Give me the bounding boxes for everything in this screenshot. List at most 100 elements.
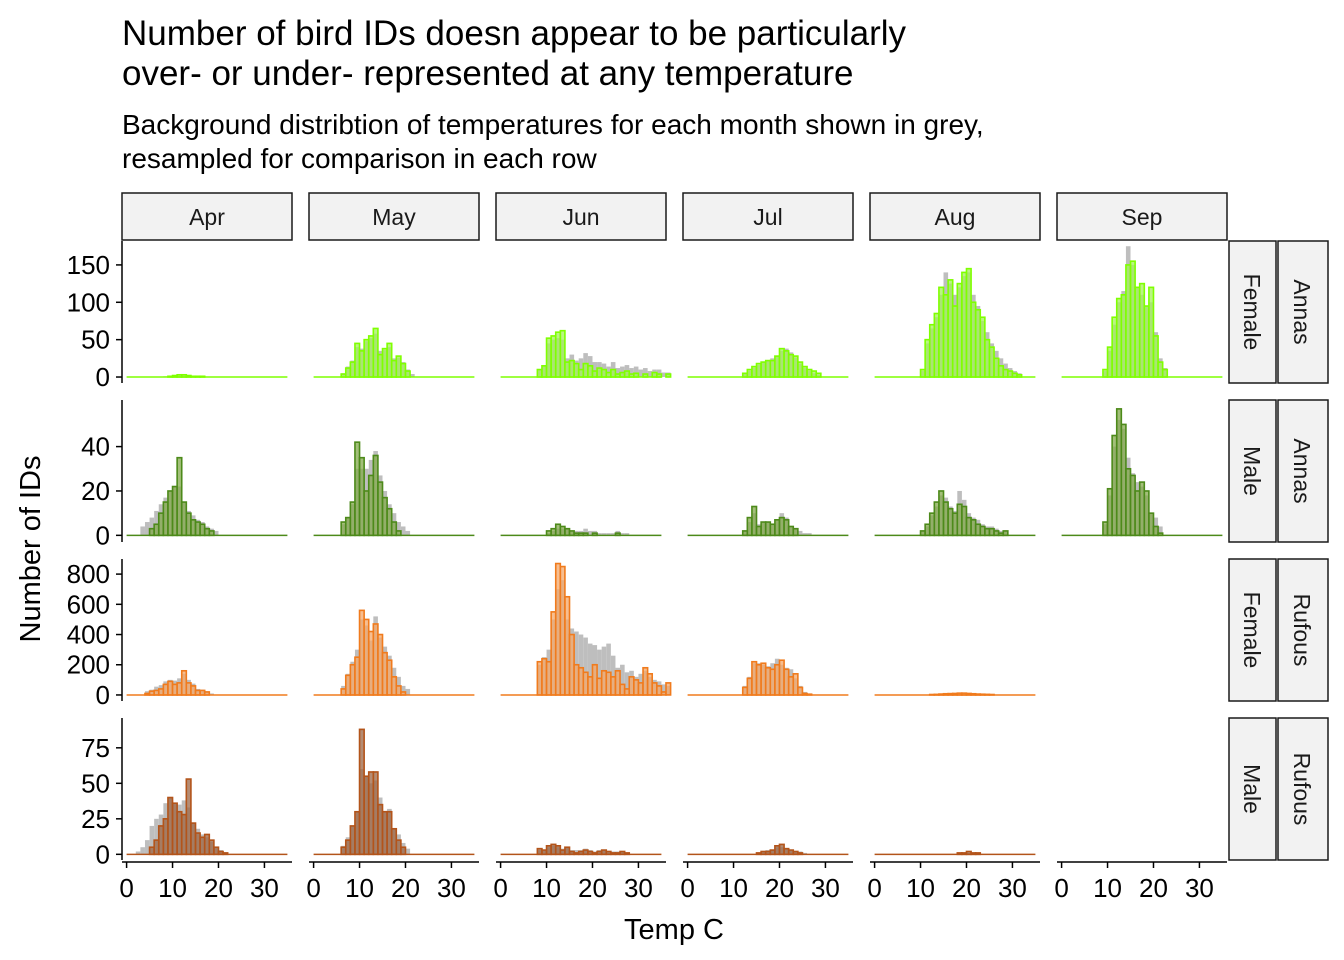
- background-bar: [802, 533, 808, 536]
- background-bar: [624, 672, 630, 695]
- sex-strip: [1228, 558, 1277, 702]
- id-count-bar: [1148, 512, 1155, 537]
- panel-annas-female-jul: [687, 347, 849, 378]
- x-tick-label: 10: [719, 873, 748, 903]
- id-count-bar: [792, 673, 799, 696]
- species-strip: [1277, 399, 1329, 543]
- background-bar: [629, 368, 634, 378]
- background-bar: [400, 685, 406, 695]
- id-count-bar: [390, 521, 398, 537]
- y-tick-label: 0: [96, 520, 110, 550]
- x-tick-label: 0: [493, 873, 507, 903]
- background-bar: [620, 664, 625, 695]
- y-tick-label: 40: [81, 432, 110, 462]
- x-tick-label: 10: [532, 873, 561, 903]
- background-bar: [587, 643, 593, 695]
- sex-strip-label: Male: [1239, 446, 1265, 496]
- background-bar: [597, 649, 602, 695]
- background-bar: [154, 510, 159, 536]
- id-count-bar: [203, 691, 211, 696]
- species-strip: [1277, 717, 1329, 861]
- background-bar: [601, 533, 607, 536]
- id-count-bar: [395, 685, 402, 696]
- y-tick-label: 150: [67, 250, 110, 280]
- x-tick-label: 20: [765, 873, 794, 903]
- panel-annas-male-sep: [1061, 408, 1223, 537]
- species-strip-label: Annas: [1289, 438, 1315, 503]
- background-bar: [405, 688, 411, 695]
- id-count-bar: [614, 669, 621, 696]
- id-count-bar: [815, 372, 822, 378]
- month-strip-aug: [869, 192, 1041, 241]
- sex-strip: [1228, 717, 1277, 861]
- id-count-bar: [797, 852, 804, 856]
- id-count-bar: [623, 852, 631, 856]
- background-bar: [405, 848, 411, 855]
- background-bar: [149, 517, 155, 536]
- id-count-bar: [1157, 532, 1164, 537]
- id-count-bar: [665, 373, 672, 378]
- background-bar: [633, 366, 639, 378]
- background-bar: [1158, 526, 1163, 536]
- x-tick-label: 0: [306, 873, 320, 903]
- y-tick-label: 600: [67, 589, 110, 619]
- background-bar: [396, 522, 401, 536]
- species-strip-label: Rufous: [1289, 594, 1315, 667]
- background-bar: [140, 847, 145, 855]
- panel-rufous-male-jul: [687, 843, 849, 856]
- id-count-bar: [797, 686, 804, 696]
- panel-rufous-male-jun: [500, 843, 662, 856]
- x-tick-label: 30: [1185, 873, 1214, 903]
- id-count-bar: [395, 530, 402, 537]
- background-bar: [400, 526, 406, 536]
- y-tick-label: 400: [67, 620, 110, 650]
- id-count-bar: [559, 329, 566, 378]
- x-tick-label: 10: [345, 873, 374, 903]
- x-tick-label: 10: [158, 873, 187, 903]
- background-bar: [661, 372, 666, 378]
- id-count-bar: [176, 456, 183, 537]
- x-tick-label: 20: [204, 873, 233, 903]
- background-bar: [140, 526, 145, 536]
- x-tick-label: 20: [952, 873, 981, 903]
- id-count-bar: [974, 852, 982, 856]
- id-count-bar: [404, 370, 411, 378]
- panel-rufous-male-apr: [126, 778, 288, 856]
- y-axis-label: Number of IDs: [15, 456, 47, 643]
- y-tick-label: 50: [81, 325, 110, 355]
- background-bar: [620, 533, 625, 536]
- month-strip-may: [308, 192, 480, 241]
- y-tick-label: 75: [81, 733, 110, 763]
- background-bar: [610, 533, 616, 536]
- background-bar: [583, 528, 588, 536]
- sex-strip-label: Female: [1239, 274, 1265, 351]
- panel-annas-female-may: [313, 327, 475, 378]
- x-tick-label: 10: [906, 873, 935, 903]
- month-strip-label: Sep: [1122, 204, 1163, 230]
- id-count-bar: [1148, 286, 1155, 378]
- panel-annas-female-aug: [874, 267, 1036, 378]
- month-strip-jun: [495, 192, 667, 241]
- chart-subtitle-line-2: resampled for comparison in each row: [122, 143, 597, 174]
- y-tick-label: 100: [67, 287, 110, 317]
- month-strip-apr: [121, 192, 293, 241]
- background-bar: [583, 637, 588, 695]
- sex-strip-label: Female: [1239, 592, 1265, 669]
- background-bar: [144, 522, 150, 536]
- panel-rufous-female-jun: [500, 562, 672, 696]
- x-axis-label: Temp C: [624, 914, 724, 946]
- id-count-bar: [400, 691, 407, 696]
- month-strip-label: Apr: [189, 204, 225, 230]
- panel-rufous-female-jul: [687, 658, 849, 696]
- month-strip-label: Jul: [753, 204, 782, 230]
- chart-title-line-2: over- or under- represented at any tempe…: [122, 54, 854, 93]
- id-count-bar: [665, 682, 672, 696]
- month-strip-label: Aug: [935, 204, 976, 230]
- background-bar: [592, 362, 598, 378]
- month-strip-label: May: [372, 204, 416, 230]
- background-bar: [574, 631, 579, 695]
- species-strip-label: Annas: [1289, 279, 1315, 344]
- y-tick-label: 0: [96, 680, 110, 710]
- background-bar: [606, 533, 611, 536]
- id-count-bar: [1152, 525, 1159, 537]
